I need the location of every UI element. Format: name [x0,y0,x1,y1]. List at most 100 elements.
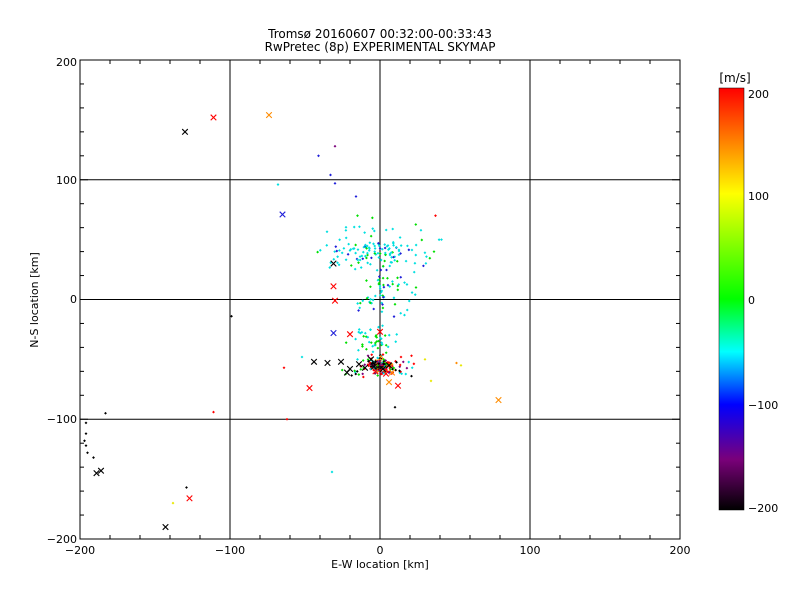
colorbar-tick-label-2: 0 [748,294,755,307]
cluster-point [374,359,377,363]
cluster-point [380,247,384,251]
cluster-point [392,243,395,247]
x-marker [382,370,390,377]
ytick-label-0: −200 [47,533,77,546]
cluster-point [357,373,361,376]
chart-subtitle: RwPretec (8p) EXPERIMENTAL SKYMAP [265,40,496,54]
cluster-point [407,248,411,252]
ytick-label-3: 100 [56,174,77,187]
cluster-point [361,299,365,303]
cluster-point [384,253,387,257]
colorbar-gradient [718,87,745,511]
cluster-point [366,335,370,339]
cluster-point [365,296,369,300]
scatter-dot [429,379,433,383]
cluster-point [349,264,353,267]
xtick-label-1: −100 [215,544,245,557]
cluster-point [373,244,377,248]
cluster-point [350,374,354,377]
scatter-dot [459,363,463,367]
cluster-point [376,278,380,282]
x-marker [394,382,402,389]
xtick-label-4: 200 [670,544,691,557]
x-marker [306,384,313,392]
cluster-point [403,313,406,317]
cluster-point [378,359,381,363]
cluster-point [376,339,380,343]
cluster-point [369,364,373,368]
scatter-dot [84,421,88,425]
x-marker [372,368,379,375]
cluster-point [374,335,378,338]
cluster-point [332,257,336,261]
cluster-point [400,372,404,376]
cluster-point [394,368,398,372]
cluster-point [388,253,392,257]
cluster-point [384,228,388,232]
cluster-point [366,363,370,366]
cluster-point [390,364,394,368]
scatter-dot [455,361,458,365]
cluster-point [353,369,357,373]
scatter-dot [185,486,188,489]
cluster-point [413,293,417,297]
cluster-point [437,238,441,242]
cluster-point [347,242,351,246]
x-marker [324,359,331,367]
cluster-point [370,216,374,220]
cluster-point [383,251,387,255]
cluster-point [392,255,395,259]
cluster-point [414,243,418,247]
y-axis-label: N-S location [km] [28,252,41,348]
cluster-point [407,360,411,364]
xtick-label-0: −200 [65,544,95,557]
scatter-dot [399,355,403,359]
cluster-point [383,246,387,250]
cluster-point [405,308,409,312]
cluster-point [333,250,337,254]
ytick-label-1: −100 [47,413,77,426]
cluster-point [371,350,375,354]
cluster-point [386,283,390,287]
cluster-point [318,248,322,252]
xtick-label-2: 0 [377,544,384,557]
cluster-point [386,345,390,349]
x-marker [346,331,354,338]
x-marker [310,358,318,365]
cluster-point [378,246,382,250]
x-marker [331,297,339,304]
scatter-dot [432,250,436,253]
cluster-point [381,324,384,328]
cluster-point [358,225,361,229]
cluster-point [379,258,383,262]
cluster-point [361,375,365,379]
cluster-point [373,250,377,254]
cluster-point [369,341,373,345]
cluster-point [357,309,360,312]
cluster-point [375,359,379,363]
cluster-point [365,347,368,351]
cluster-point [387,248,390,252]
cluster-point [386,244,390,247]
cluster-point [361,359,365,362]
scatter-dot [83,439,86,443]
cluster-point [354,251,358,255]
cluster-point [329,261,333,265]
cluster-point [397,283,401,286]
cluster-point [406,244,409,248]
cluster-point [378,252,382,255]
x-marker [186,495,193,502]
scatter-dot [171,501,175,505]
cluster-point [366,261,370,265]
cluster-point [365,279,368,282]
cluster-point [356,248,360,252]
scatter-dot [393,405,397,409]
ytick-label-4: 200 [56,56,77,69]
cluster-point [378,293,382,297]
cluster-point [404,259,408,263]
cluster-point [403,281,406,285]
cluster-point [366,251,369,255]
cluster-point [422,264,425,268]
scatter-dot [86,451,89,455]
